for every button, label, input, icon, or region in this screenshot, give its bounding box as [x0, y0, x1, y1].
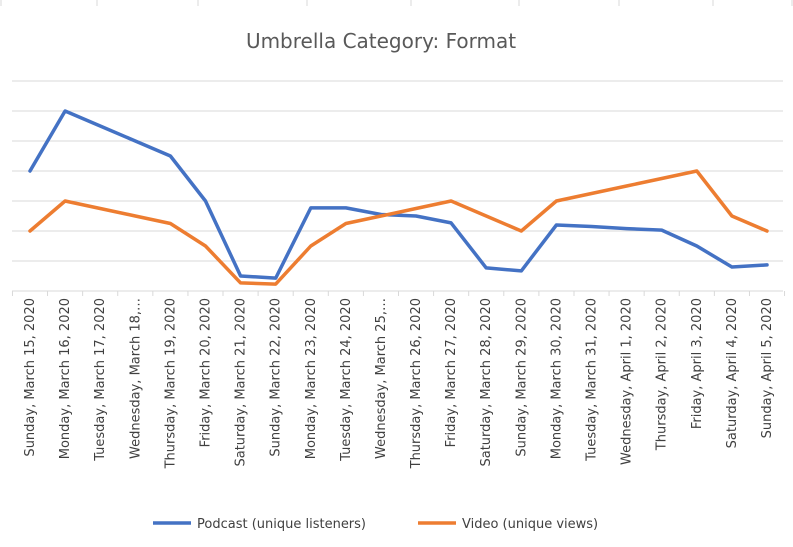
- x-tick-label: Sunday, March 22, 2020: [269, 298, 284, 457]
- x-tick-label: Saturday, April 4, 2020: [725, 298, 740, 448]
- x-tick-label: Tuesday, March 31, 2020: [585, 298, 600, 462]
- x-tick-label: Friday, March 20, 2020: [198, 298, 213, 447]
- x-tick-label: Wednesday, April 1, 2020: [620, 298, 635, 465]
- gridlines: [11, 80, 786, 296]
- x-tick-label: Thursday, March 19, 2020: [163, 298, 178, 469]
- x-tick-label: Thursday, March 26, 2020: [409, 298, 424, 469]
- x-tick-label: Wednesday, March 18,…: [128, 298, 143, 459]
- legend-label: Podcast (unique listeners): [197, 517, 366, 532]
- x-axis-tick-labels: Sunday, March 15, 2020 Monday, March 16, …: [23, 298, 775, 469]
- x-tick-label: Monday, March 16, 2020: [58, 298, 73, 459]
- x-tick-label: Tuesday, March 17, 2020: [93, 298, 108, 462]
- x-tick-label: Monday, March 30, 2020: [549, 298, 564, 459]
- x-tick-label: Thursday, April 2, 2020: [655, 298, 670, 451]
- x-tick-label: Wednesday, March 25,…: [374, 298, 389, 459]
- x-tick-label: Tuesday, March 24, 2020: [339, 298, 354, 462]
- x-tick-label: Sunday, April 5, 2020: [760, 298, 775, 438]
- series-line-video: [28, 169, 769, 286]
- series-line-podcast: [28, 109, 769, 280]
- legend-label: Video (unique views): [462, 517, 598, 532]
- x-tick-label: Saturday, March 28, 2020: [479, 298, 494, 467]
- spreadsheet-cell-lines: [0, 0, 793, 6]
- x-tick-label: Sunday, March 15, 2020: [23, 298, 38, 457]
- x-tick-label: Friday, March 27, 2020: [444, 298, 459, 447]
- x-tick-label: Sunday, March 29, 2020: [514, 298, 529, 457]
- x-tick-label: Saturday, March 21, 2020: [234, 298, 249, 467]
- x-tick-label: Friday, April 3, 2020: [690, 298, 705, 429]
- x-tick-label: Monday, March 23, 2020: [304, 298, 319, 459]
- legend: Podcast (unique listeners) Video (unique …: [153, 517, 598, 532]
- chart-title: Umbrella Category: Format: [246, 29, 516, 53]
- series-lines: [28, 109, 769, 286]
